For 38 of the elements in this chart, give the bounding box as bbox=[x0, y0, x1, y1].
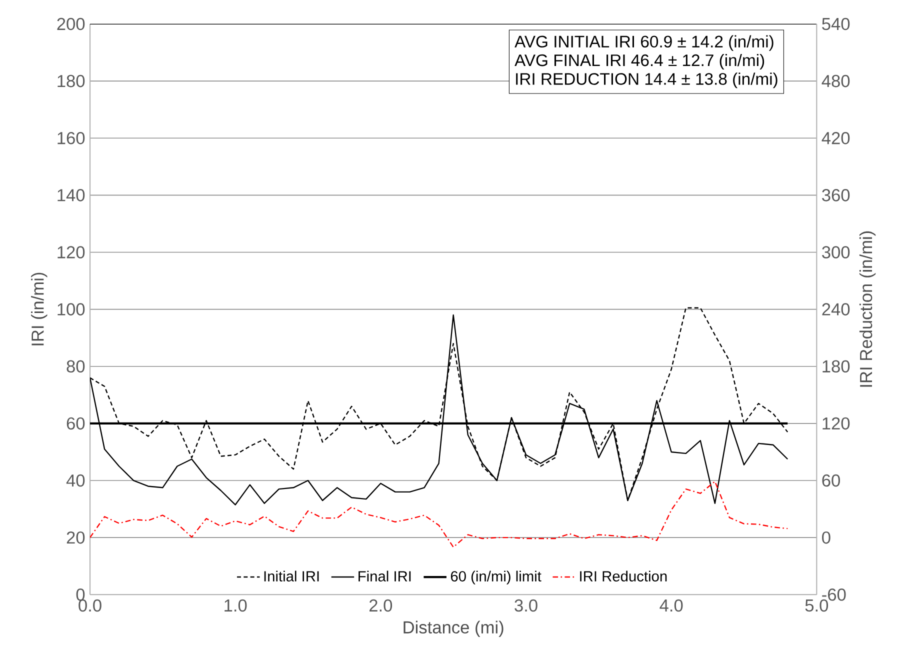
x-axis-title: Distance (mi) bbox=[404, 620, 504, 637]
x-tick-label: 3.0 bbox=[514, 599, 538, 612]
y-tick-label: 60 bbox=[66, 417, 85, 430]
y-tick-label: 40 bbox=[66, 474, 85, 487]
x-tick-label: 4.0 bbox=[660, 599, 683, 612]
y-tick-label: 0 bbox=[76, 588, 85, 601]
y-tick-label: 120 bbox=[58, 246, 85, 258]
y2-tick-label: 300 bbox=[822, 246, 850, 258]
y2-tick-label: -60 bbox=[822, 588, 846, 601]
annotation: AVG FINAL IRI 46.4 ± 12.7 (in/mi) bbox=[514, 54, 764, 70]
annotation: IRI REDUCTION 14.4 ± 13.8 (in/mi) bbox=[516, 72, 778, 88]
y-tick-label: 160 bbox=[58, 132, 85, 144]
y2-axis-title: IRI Reduction (in/mi) bbox=[859, 231, 876, 387]
y2-tick-label: 420 bbox=[822, 132, 850, 144]
y2-tick-label: 60 bbox=[822, 474, 840, 487]
y2-tick-label: 480 bbox=[822, 74, 850, 88]
y-tick-label: 80 bbox=[66, 360, 85, 373]
legend-label: Initial IRI bbox=[264, 570, 319, 582]
y-tick-label: 140 bbox=[58, 189, 85, 202]
y2-tick-label: 120 bbox=[822, 417, 850, 430]
x-tick-label: 2.0 bbox=[370, 599, 392, 612]
annotation: AVG INITIAL IRI 60.9 ± 14.2 (in/mi) bbox=[514, 35, 774, 51]
y-tick-label: 180 bbox=[58, 74, 85, 88]
x-tick-label: 0.0 bbox=[78, 599, 102, 612]
y-axis-title: IRI (in/mi) bbox=[31, 272, 48, 346]
y2-tick-label: 360 bbox=[822, 189, 850, 202]
y2-tick-label: 180 bbox=[822, 360, 850, 373]
legend-label: IRI Reduction bbox=[580, 570, 667, 582]
y2-tick-label: 240 bbox=[822, 303, 850, 316]
legend-label: Final IRI bbox=[358, 570, 411, 582]
x-tick-label: 1.0 bbox=[224, 599, 247, 612]
y-tick-label: 20 bbox=[66, 531, 85, 544]
y-tick-label: 100 bbox=[58, 303, 85, 316]
y-tick-label: 200 bbox=[57, 18, 85, 30]
x-tick-label: 5.0 bbox=[805, 599, 828, 612]
y2-tick-label: 540 bbox=[822, 18, 850, 30]
legend-label: 60 (in/mi) limit bbox=[450, 570, 542, 584]
y2-tick-label: 0 bbox=[822, 531, 830, 544]
